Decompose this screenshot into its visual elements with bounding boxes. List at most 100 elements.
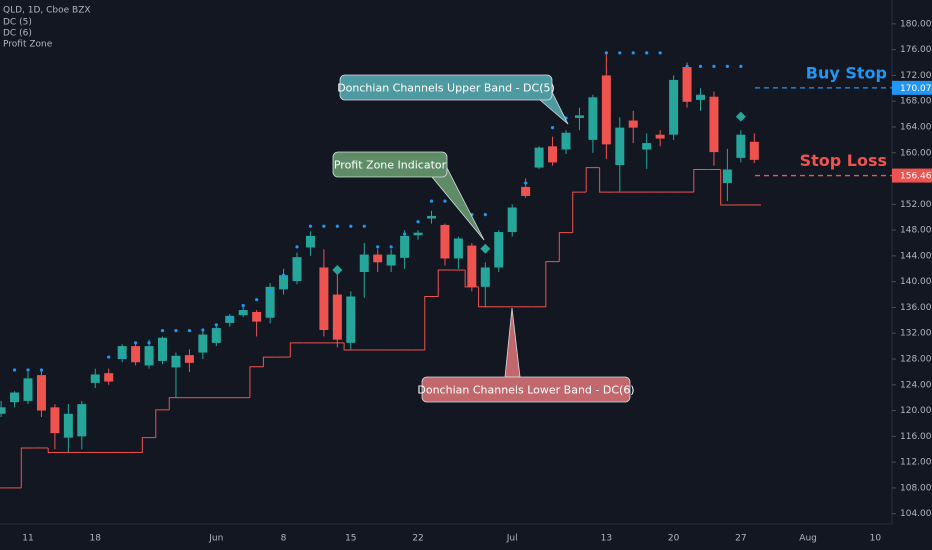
candle-body xyxy=(23,378,33,401)
upper-band-dot xyxy=(308,224,313,228)
candle-body xyxy=(736,134,746,158)
lower-band-step xyxy=(585,167,600,193)
legend-entry: DC (6) xyxy=(3,29,32,39)
price-label: 156.46 xyxy=(900,172,932,182)
y-tick-label: 172.00 xyxy=(900,71,932,81)
y-tick-label: 104.00 xyxy=(900,509,932,519)
candle-body xyxy=(574,115,584,118)
upper-band-dot xyxy=(631,51,635,55)
candle-body xyxy=(709,96,719,153)
y-tick-label: 140.00 xyxy=(900,277,932,287)
price-label: 170.07 xyxy=(900,84,932,94)
callout-box xyxy=(339,74,553,101)
y-tick-label: 176.00 xyxy=(900,45,932,55)
callout-text: Profit Zone Indicator xyxy=(334,159,447,172)
upper-band-dot xyxy=(524,181,528,185)
lower-band-step xyxy=(141,437,156,453)
x-tick-label: 13 xyxy=(601,534,612,544)
upper-band-dot xyxy=(712,64,716,68)
candle-body xyxy=(50,407,60,434)
upper-band-dot xyxy=(604,51,608,55)
x-tick-label: 18 xyxy=(90,534,102,544)
price-label-box xyxy=(892,80,932,95)
callout-box xyxy=(332,151,448,178)
y-tick-label: 164.00 xyxy=(900,122,932,132)
upper-band-dot xyxy=(645,51,649,55)
lower-band-step xyxy=(478,286,492,308)
upper-band-dot xyxy=(268,289,272,293)
x-tick-label: 11 xyxy=(22,534,33,544)
lower-band-step xyxy=(262,356,277,367)
lower-band-step xyxy=(289,342,304,358)
candle-body xyxy=(131,346,141,363)
candle-body xyxy=(319,267,329,330)
upper-band-dot xyxy=(12,368,17,372)
upper-band-dot xyxy=(725,64,730,68)
upper-band-dot xyxy=(335,224,339,228)
lower-band-step xyxy=(168,397,183,410)
upper-band-dot xyxy=(429,199,434,203)
candle-body xyxy=(265,286,275,318)
candle-body xyxy=(77,404,87,437)
candle-body xyxy=(10,392,20,403)
upper-band-dot xyxy=(362,224,366,228)
candle-body xyxy=(521,186,531,196)
legend-entry: Profit Zone xyxy=(3,40,53,50)
y-tick-label: 132.00 xyxy=(900,329,932,339)
callout-box xyxy=(421,376,631,403)
candle-body xyxy=(588,97,598,140)
lower-band-step xyxy=(572,191,587,233)
candle-body xyxy=(373,254,383,263)
candle-body xyxy=(386,254,396,266)
callout-text: Donchian Channels Lower Band - DC(6) xyxy=(417,384,634,397)
upper-band-dot xyxy=(349,224,353,228)
candle-body xyxy=(628,120,638,128)
candle-body xyxy=(480,267,490,287)
candle-body xyxy=(413,232,423,236)
lower-band-step xyxy=(720,169,735,206)
y-tick-label: 160.00 xyxy=(900,148,932,158)
upper-band-dot xyxy=(416,220,420,224)
candle-body xyxy=(279,275,289,290)
candle-body xyxy=(144,346,154,366)
candle-body xyxy=(601,75,611,145)
candle-body xyxy=(507,207,517,233)
candle-body xyxy=(90,374,100,383)
y-tick-label: 120.00 xyxy=(900,406,932,416)
upper-band-dot xyxy=(255,298,259,302)
chart-title: QLD, 1D, Cboe BZX xyxy=(3,6,91,16)
upper-band-dot xyxy=(214,323,218,327)
upper-band-dot xyxy=(174,329,178,333)
upper-band-dot xyxy=(483,213,487,217)
price-line-name: Buy Stop xyxy=(806,63,887,82)
candle-body xyxy=(467,245,477,287)
y-tick-label: 116.00 xyxy=(900,432,932,442)
lower-band-step xyxy=(155,409,170,438)
candle-body xyxy=(63,413,73,438)
candle-body xyxy=(211,328,221,343)
lower-band-step xyxy=(464,270,479,288)
candle-body xyxy=(198,334,208,353)
x-tick-label: Jun xyxy=(208,534,223,544)
candle-body xyxy=(440,224,450,259)
lower-band-step xyxy=(20,447,35,488)
upper-band-dot xyxy=(228,316,232,320)
candle-body xyxy=(548,146,558,163)
candle-body xyxy=(561,132,571,150)
candle-body xyxy=(427,215,436,219)
upper-band-dot xyxy=(698,64,703,68)
upper-band-dot xyxy=(147,341,151,345)
callout-text: Donchian Channels Upper Band - DC(5) xyxy=(337,82,555,95)
lower-band-step xyxy=(249,366,264,398)
upper-band-dot xyxy=(550,126,555,130)
y-tick-label: 108.00 xyxy=(900,483,932,493)
candle-body xyxy=(494,232,504,268)
candle-body xyxy=(292,257,302,282)
profit-zone-marker xyxy=(735,111,746,122)
candle-body xyxy=(359,254,369,272)
candle-body xyxy=(722,169,732,184)
y-tick-label: 180.00 xyxy=(900,19,932,29)
upper-band-dot xyxy=(120,355,124,359)
candle-body xyxy=(682,67,692,102)
